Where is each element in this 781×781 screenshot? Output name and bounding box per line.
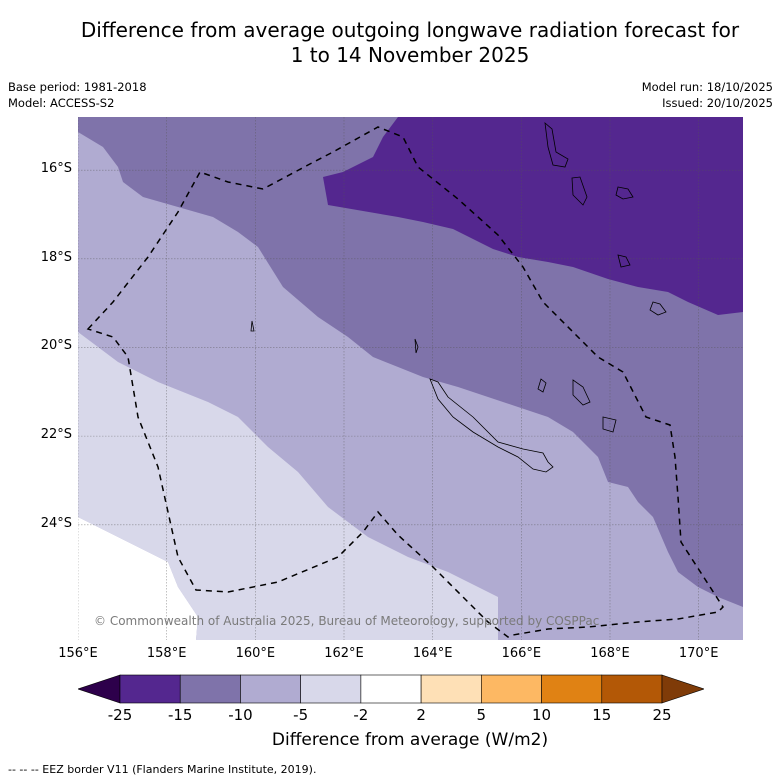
island-vanuatu-erromango bbox=[617, 254, 631, 268]
colorbar-bin bbox=[601, 674, 663, 704]
title-line-1: Difference from average outgoing longwav… bbox=[80, 18, 740, 42]
region-minus25-to-minus15 bbox=[323, 117, 743, 315]
island-vanuatu-espiritu-santo bbox=[544, 122, 569, 168]
colorbar-tick-label: -2 bbox=[353, 706, 369, 724]
island-ouvea bbox=[537, 378, 547, 393]
meta-right: Model run: 18/10/2025 Issued: 20/10/2025 bbox=[642, 79, 773, 111]
title-line-2: 1 to 14 November 2025 bbox=[290, 43, 530, 67]
island-vanuatu-efate bbox=[615, 186, 634, 200]
island-mare bbox=[602, 416, 617, 433]
colorbar-under-extension bbox=[78, 674, 121, 704]
x-tick-label: 168°E bbox=[590, 646, 630, 661]
model-name: Model: ACCESS-S2 bbox=[8, 96, 115, 110]
colorbar-bin bbox=[360, 674, 422, 704]
colorbar-bin bbox=[179, 674, 241, 704]
colorbar-bin bbox=[119, 674, 181, 704]
island-belep bbox=[414, 338, 419, 354]
colorbar-tick-label: 10 bbox=[532, 706, 552, 724]
region-minus5-to-minus2 bbox=[78, 332, 498, 640]
colorbar-tick-label: -25 bbox=[107, 706, 133, 724]
x-tick-label: 164°E bbox=[412, 646, 453, 661]
y-tick-label: 24°S bbox=[40, 515, 72, 531]
chart-title: Difference from average outgoing longwav… bbox=[0, 18, 781, 68]
eez-footnote: -- -- -- EEZ border V11 (Flanders Marine… bbox=[8, 763, 317, 776]
region-minus2-to-2 bbox=[78, 517, 198, 640]
colorbar-tick-label: 25 bbox=[652, 706, 672, 724]
x-tick-label: 166°E bbox=[501, 646, 542, 661]
x-tick-label: 170°E bbox=[678, 646, 719, 661]
colorbar-over-extension bbox=[661, 674, 704, 704]
y-tick-label: 22°S bbox=[40, 427, 72, 443]
colorbar-bin bbox=[240, 674, 301, 704]
colorbar bbox=[78, 674, 704, 704]
grid bbox=[78, 117, 743, 640]
y-tick-label: 16°S bbox=[40, 161, 72, 177]
colorbar-tick-label: 2 bbox=[416, 706, 426, 724]
colorbar-tick-label: -15 bbox=[167, 706, 193, 724]
island-chesterfield bbox=[250, 320, 255, 332]
y-tick-label: 18°S bbox=[40, 249, 72, 265]
island-lifou bbox=[572, 379, 591, 406]
x-tick-label: 158°E bbox=[146, 646, 187, 661]
map-panel bbox=[78, 117, 743, 640]
colorbar-bin bbox=[420, 674, 482, 704]
issued-date: Issued: 20/10/2025 bbox=[662, 96, 773, 110]
eez-border bbox=[86, 126, 724, 638]
island-new-caledonia bbox=[429, 378, 554, 473]
y-tick-label: 20°S bbox=[40, 338, 72, 354]
coastlines bbox=[250, 122, 667, 473]
copyright-notice: © Commonwealth of Australia 2025, Bureau… bbox=[94, 614, 600, 628]
colorbar-tick-label: -5 bbox=[293, 706, 309, 724]
x-tick-label: 160°E bbox=[235, 646, 276, 661]
colorbar-title: Difference from average (W/m2) bbox=[271, 730, 549, 750]
colorbar-bin bbox=[300, 674, 362, 704]
colorbar-bin bbox=[541, 674, 603, 704]
colorbar-tick-label: -10 bbox=[228, 706, 253, 724]
island-vanuatu-malekula bbox=[571, 176, 588, 206]
base-period: Base period: 1981-2018 bbox=[8, 80, 147, 94]
colorbar-bin bbox=[481, 674, 542, 704]
colorbar-tick-label: 15 bbox=[592, 706, 612, 724]
x-tick-label: 162°E bbox=[324, 646, 364, 661]
x-tick-label: 156°E bbox=[58, 646, 98, 661]
meta-left: Base period: 1981-2018 Model: ACCESS-S2 bbox=[8, 79, 147, 111]
model-run: Model run: 18/10/2025 bbox=[641, 80, 773, 94]
island-vanuatu-tanna bbox=[649, 301, 667, 316]
colorbar-tick-label: 5 bbox=[476, 706, 487, 724]
